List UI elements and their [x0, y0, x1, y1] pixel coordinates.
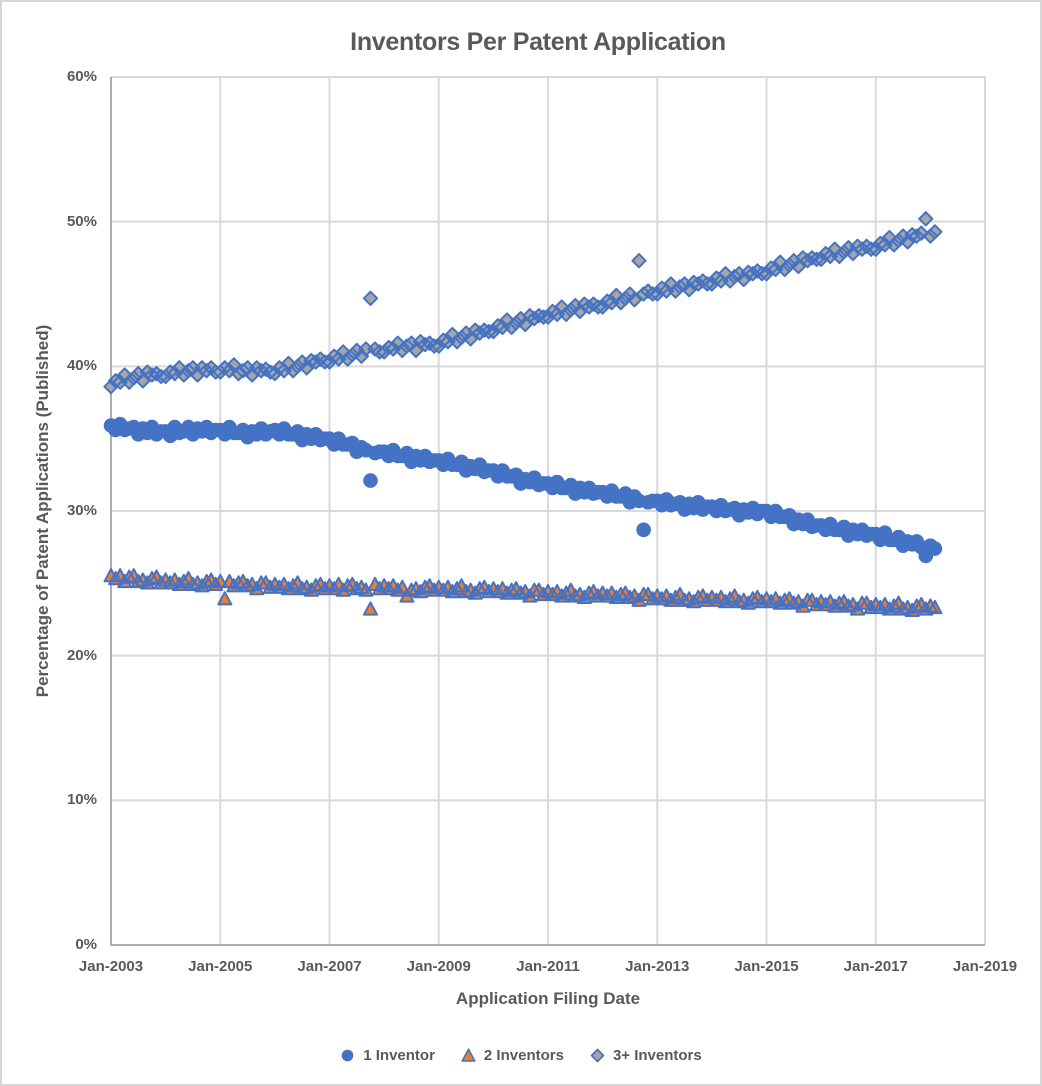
legend-diamond-icon — [590, 1048, 605, 1062]
x-tick-label: Jan-2009 — [406, 958, 471, 975]
y-axis-title: Percentage of Patent Applications (Publi… — [33, 324, 52, 698]
chart-title: Inventors Per Patent Application — [350, 28, 726, 56]
y-tick-label: 20% — [66, 646, 97, 664]
y-tick-label: 10% — [66, 791, 97, 809]
x-tick-label: Jan-2003 — [78, 958, 144, 975]
x-tick-label: Jan-2005 — [188, 958, 253, 975]
legend-label: 1 Inventor — [363, 1046, 435, 1064]
legend-label: 3+ Inventors — [612, 1046, 702, 1064]
legend-item[interactable]: 1 Inventor — [340, 1047, 435, 1064]
legend: 1 Inventor 2 Inventors 3+ Inventors — [2, 1042, 1040, 1068]
series-circle-markers — [103, 416, 943, 564]
y-tick-label: 30% — [66, 502, 97, 519]
series-diamond-markers — [103, 211, 943, 395]
legend-circle-icon — [341, 1049, 354, 1061]
x-tick-label: Jan-2011 — [516, 958, 580, 975]
x-tick-label: Jan-2013 — [625, 958, 690, 975]
x-axis-title: Application Filing Date — [455, 989, 641, 1008]
legend-item[interactable]: 2 Inventors — [461, 1047, 564, 1064]
legend-item[interactable]: 3+ Inventors — [590, 1047, 702, 1064]
x-tick-label: Jan-2007 — [297, 958, 362, 975]
y-tick-label: 40% — [66, 357, 97, 375]
x-tick-label: Jan-2019 — [952, 958, 1018, 975]
series-triangle-markers — [103, 568, 943, 617]
y-tick-label: 0% — [75, 936, 97, 953]
y-tick-label: 50% — [66, 212, 97, 230]
legend-triangle-icon — [461, 1047, 476, 1062]
y-tick-label: 60% — [66, 68, 97, 85]
x-tick-label: Jan-2017 — [843, 958, 908, 975]
x-tick-label: Jan-2015 — [734, 958, 799, 975]
legend-label: 2 Inventors — [483, 1046, 564, 1064]
